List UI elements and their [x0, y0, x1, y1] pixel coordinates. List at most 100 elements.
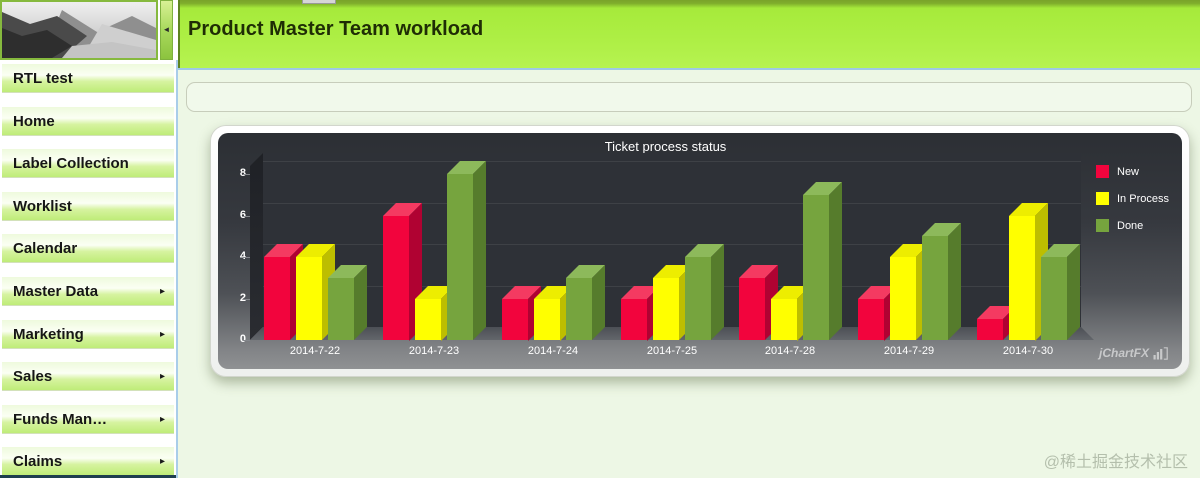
jchartfx-logo-icon: [1153, 346, 1168, 360]
sidebar-photo: [0, 0, 158, 60]
bar-front-face: [890, 257, 916, 340]
bar-done[interactable]: [566, 264, 605, 340]
legend-label: In Process: [1117, 192, 1169, 205]
bar-done[interactable]: [1041, 244, 1080, 340]
bar-side-face: [1067, 244, 1080, 340]
sidebar-item-claims[interactable]: Claims ▸: [2, 447, 174, 475]
bar-front-face: [771, 298, 797, 340]
bar-front-face: [566, 277, 592, 340]
category-label: 2014-7-25: [646, 345, 698, 357]
bar-done[interactable]: [922, 223, 961, 340]
bar-done[interactable]: [328, 264, 367, 340]
bar-in-process[interactable]: [296, 244, 335, 340]
header-underline: [178, 68, 1200, 70]
bar-side-face: [829, 181, 842, 340]
bar-front-face: [858, 298, 884, 340]
bar-done[interactable]: [447, 161, 486, 340]
sidebar-bottom-bar: [0, 475, 176, 478]
bar-new[interactable]: [621, 285, 660, 340]
category-label: 2014-7-29: [883, 345, 935, 357]
toolbar-panel: [186, 82, 1192, 112]
bar-done[interactable]: [685, 244, 724, 340]
bar-front-face: [502, 298, 528, 340]
submenu-arrow-icon: ▸: [159, 328, 165, 340]
jchartfx-watermark-text: jChartFX: [1098, 346, 1149, 360]
bar-front-face: [383, 215, 409, 340]
axis-tick: [243, 298, 250, 300]
jchartfx-watermark[interactable]: jChartFX: [1099, 346, 1168, 360]
bar-in-process[interactable]: [771, 285, 810, 340]
sidebar-item-label: Calendar: [13, 239, 78, 257]
sidebar-item-label: Master Data: [13, 282, 99, 300]
bar-in-process[interactable]: [534, 285, 573, 340]
bar-in-process[interactable]: [890, 244, 929, 340]
y-axis-label: 2: [239, 291, 246, 304]
legend-item-in-process[interactable]: In Process: [1096, 192, 1169, 205]
sidebar-item-calendar[interactable]: Calendar: [2, 234, 174, 262]
bar-side-face: [711, 244, 724, 340]
sidebar-item-label: Label Collection: [13, 154, 129, 172]
bar-front-face: [534, 298, 560, 340]
bar-front-face: [415, 298, 441, 340]
bar-new[interactable]: [502, 285, 541, 340]
sidebar-divider: [176, 60, 178, 478]
sidebar-item-label: RTL test: [13, 69, 73, 87]
bar-in-process[interactable]: [653, 264, 692, 340]
top-edge-fragment: [302, 0, 336, 4]
legend-swatch: [1096, 219, 1109, 232]
sidebar-collapse-handle[interactable]: ◄: [160, 0, 173, 60]
submenu-arrow-icon: ▸: [159, 370, 165, 382]
bar-in-process[interactable]: [415, 285, 454, 340]
sidebar-item-rtl-test[interactable]: RTL test: [2, 64, 174, 92]
submenu-arrow-icon: ▸: [159, 413, 165, 425]
bar-front-face: [685, 257, 711, 340]
sidebar-item-marketing[interactable]: Marketing ▸: [2, 320, 174, 348]
bar-new[interactable]: [977, 306, 1016, 340]
legend-item-new[interactable]: New: [1096, 165, 1139, 178]
header-bar: Product Master Team workload: [178, 0, 1200, 68]
sidebar-item-label: Claims: [13, 452, 63, 470]
bar-front-face: [328, 277, 354, 340]
bar-new[interactable]: [739, 264, 778, 340]
bar-side-face: [354, 264, 367, 340]
collapse-arrow-icon: ◄: [162, 25, 171, 34]
category-label: 2014-7-30: [1002, 345, 1054, 357]
bar-in-process[interactable]: [1009, 202, 1048, 340]
sidebar-item-label: Home: [13, 112, 55, 130]
gridline: [263, 244, 1081, 245]
bar-new[interactable]: [383, 202, 422, 340]
bar-front-face: [653, 277, 679, 340]
chart: Ticket process status jChartFX: [218, 133, 1182, 369]
page-watermark: @稀土掘金技术社区: [1043, 454, 1188, 471]
axis-tick: [243, 174, 250, 175]
bar-front-face: [803, 194, 829, 340]
sidebar-item-funds-man[interactable]: Funds Man… ▸: [2, 405, 174, 433]
bar-side-face: [948, 223, 961, 340]
sidebar: ◄ RTL test Home Label Collection Worklist Ca…: [0, 0, 176, 478]
sidebar-item-label-collection[interactable]: Label Collection: [2, 149, 174, 177]
y-axis-label: 6: [239, 208, 246, 221]
sidebar-item-worklist[interactable]: Worklist: [2, 192, 174, 220]
page-title: Product Master Team workload: [188, 18, 484, 41]
legend-item-done[interactable]: Done: [1096, 219, 1143, 232]
gridline: [263, 161, 1081, 162]
bar-done[interactable]: [803, 181, 842, 340]
category-label: 2014-7-24: [527, 345, 579, 357]
axis-tick: [243, 215, 250, 217]
axis-tick: [243, 257, 250, 258]
sidebar-item-label: Funds Man…: [13, 410, 108, 428]
bar-new[interactable]: [264, 244, 303, 340]
bar-new[interactable]: [858, 285, 897, 340]
bar-front-face: [264, 257, 290, 340]
axis-tick: [243, 340, 250, 341]
submenu-arrow-icon: ▸: [159, 455, 165, 467]
sidebar-item-sales[interactable]: Sales ▸: [2, 362, 174, 390]
bar-front-face: [296, 257, 322, 340]
sidebar-item-master-data[interactable]: Master Data ▸: [2, 277, 174, 305]
content-area: Ticket process status jChartFX: [178, 70, 1200, 478]
sidebar-item-home[interactable]: Home: [2, 107, 174, 135]
plot-left-wall: [250, 153, 263, 340]
category-label: 2014-7-23: [408, 345, 460, 357]
bar-side-face: [473, 161, 486, 340]
